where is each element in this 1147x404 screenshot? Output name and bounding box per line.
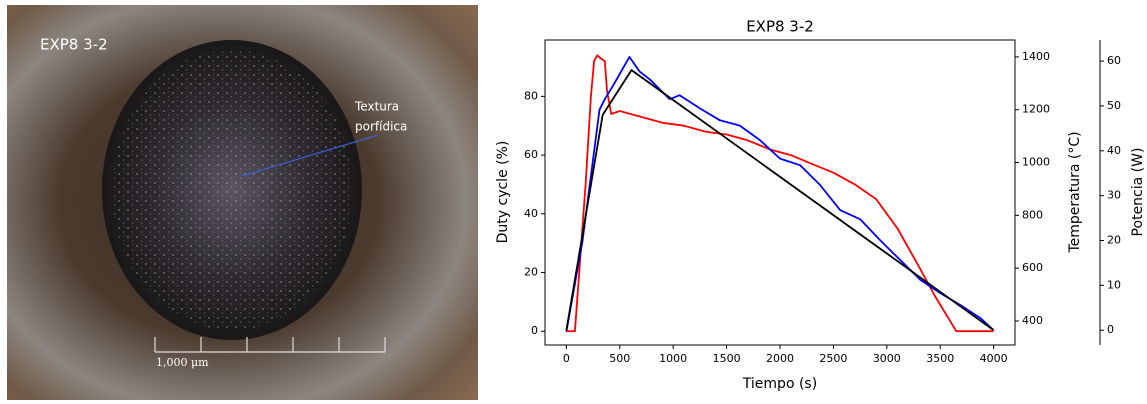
chart-title: EXP8 3-2 xyxy=(746,18,814,36)
y3-tick-label: 20 xyxy=(1107,233,1121,246)
scale-bar xyxy=(154,337,386,353)
annotation: porfídica xyxy=(355,120,407,134)
y2-tick-label: 400 xyxy=(1022,314,1043,327)
y2-tick-label: 1400 xyxy=(1022,50,1050,63)
y3-tick-label: 50 xyxy=(1107,99,1121,112)
y-tick-label: 40 xyxy=(524,207,538,220)
annotation-arrow xyxy=(241,134,379,177)
series-line xyxy=(565,69,995,331)
y-tick-label: 20 xyxy=(524,265,538,278)
scale-label: 1,000 μm xyxy=(156,356,209,369)
x-tick-label: 2500 xyxy=(819,352,847,365)
y3-tick-label: 30 xyxy=(1107,189,1121,202)
y3-tick-label: 0 xyxy=(1107,323,1114,336)
x-tick-label: 3000 xyxy=(873,352,901,365)
y2-tick-label: 600 xyxy=(1022,261,1043,274)
sample-texture xyxy=(112,50,352,330)
photo-label: EXP8 3-2 xyxy=(40,36,108,54)
y3-tick-label: 40 xyxy=(1107,144,1121,157)
series-line xyxy=(566,54,994,333)
y2-tick-label: 1000 xyxy=(1022,156,1050,169)
y-tick-label: 0 xyxy=(531,324,538,337)
x-tick-label: 2000 xyxy=(766,352,794,365)
y3-axis-label: Potencia (W) xyxy=(1130,148,1146,237)
x-tick-label: 0 xyxy=(563,352,570,365)
y2-tick-label: 800 xyxy=(1022,208,1043,221)
y-tick-label: 80 xyxy=(524,89,538,102)
x-tick-label: 500 xyxy=(609,352,630,365)
photo: EXP8 3-2 Textura porfídica 1,000 μm xyxy=(7,5,478,400)
annotation: Textura xyxy=(354,100,399,114)
y-tick-label: 60 xyxy=(524,148,538,161)
x-tick-label: 1000 xyxy=(659,352,687,365)
y2-tick-label: 1200 xyxy=(1022,103,1050,116)
y3-tick-label: 60 xyxy=(1107,54,1121,67)
y3-tick-label: 10 xyxy=(1107,278,1121,291)
series-line xyxy=(565,56,995,332)
x-tick-label: 4000 xyxy=(980,352,1008,365)
y2-axis-label: Temperatura (°C) xyxy=(1067,131,1083,253)
plot-frame xyxy=(544,39,1016,346)
y-axis-label: Duty cycle (%) xyxy=(495,141,511,244)
x-axis-label: Tiempo (s) xyxy=(742,376,817,392)
x-tick-label: 3500 xyxy=(926,352,954,365)
x-tick-label: 1500 xyxy=(713,352,741,365)
